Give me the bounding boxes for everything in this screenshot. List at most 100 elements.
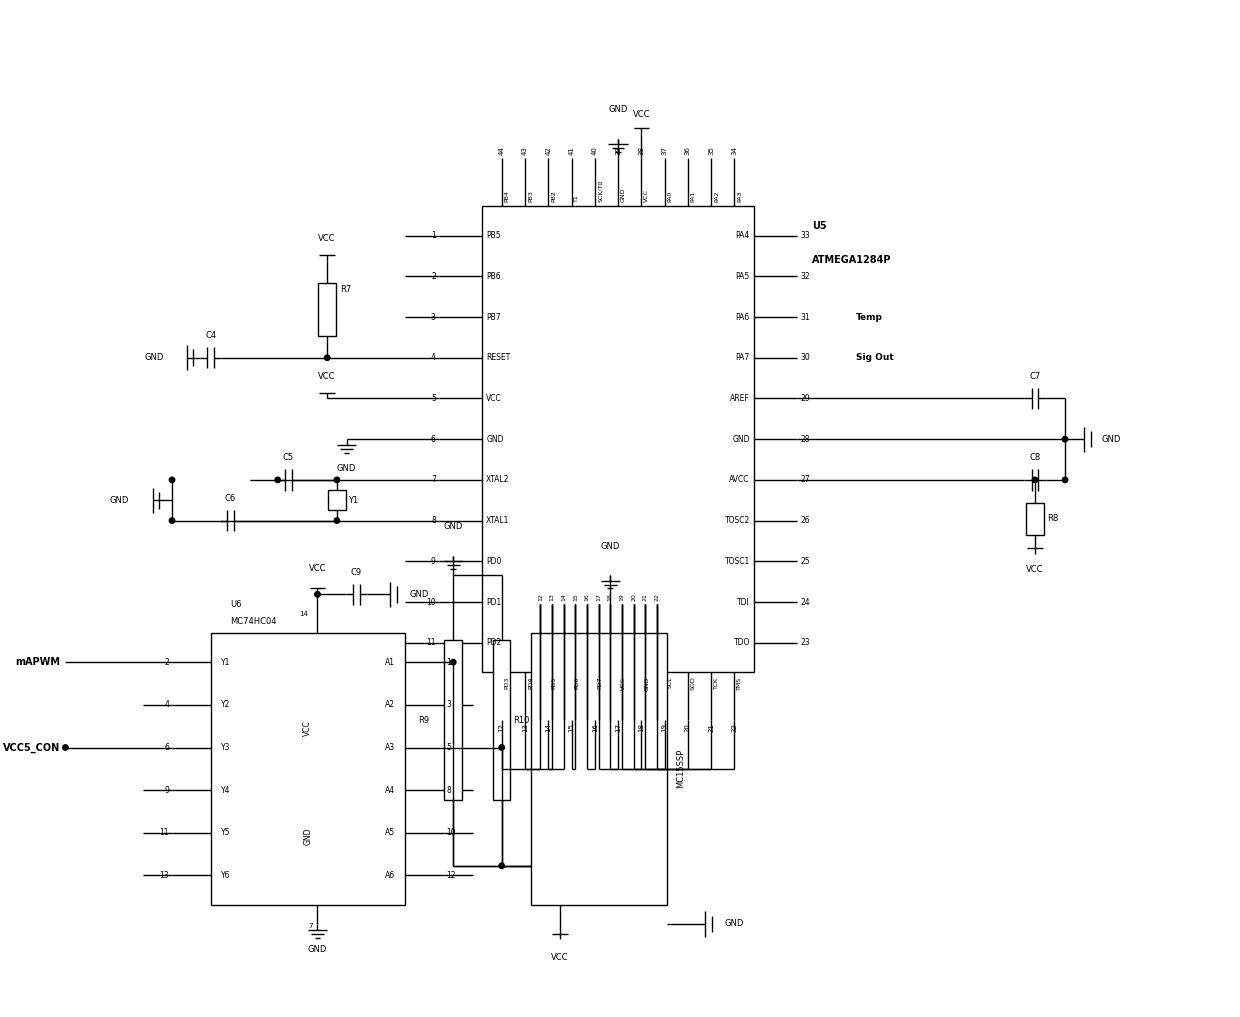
Text: 11: 11 <box>427 639 435 647</box>
Text: 13: 13 <box>160 871 169 880</box>
Text: 1: 1 <box>432 231 435 240</box>
Text: C4: C4 <box>206 332 217 341</box>
Circle shape <box>1063 436 1068 442</box>
Text: GND: GND <box>337 465 356 473</box>
Text: 15: 15 <box>573 593 578 601</box>
Text: GND: GND <box>600 542 620 550</box>
Text: 12: 12 <box>446 871 456 880</box>
Text: 10: 10 <box>427 598 435 606</box>
Text: SCK/T0: SCK/T0 <box>598 179 603 201</box>
Text: A4: A4 <box>384 786 396 794</box>
Text: VCC: VCC <box>1027 565 1044 575</box>
Text: AREF: AREF <box>730 394 750 403</box>
Text: Y1: Y1 <box>221 658 229 667</box>
Text: A2: A2 <box>386 701 396 709</box>
Text: GND: GND <box>645 676 650 692</box>
Text: TCK: TCK <box>714 676 719 689</box>
Text: MC74HC04: MC74HC04 <box>231 617 277 625</box>
Text: A3: A3 <box>384 743 396 752</box>
Text: R7: R7 <box>340 286 351 294</box>
Text: 17: 17 <box>596 593 601 601</box>
Text: GND: GND <box>724 919 744 929</box>
Text: GND: GND <box>486 434 503 443</box>
Circle shape <box>275 477 280 483</box>
Text: 41: 41 <box>568 146 574 155</box>
Circle shape <box>315 592 320 597</box>
Text: 34: 34 <box>732 146 738 155</box>
Text: PA2: PA2 <box>714 190 719 201</box>
Text: VCC: VCC <box>319 234 336 243</box>
Text: Y1: Y1 <box>348 495 358 504</box>
Text: TOSC2: TOSC2 <box>724 516 750 525</box>
Text: GND: GND <box>409 590 429 599</box>
Text: PB4: PB4 <box>505 190 510 201</box>
Bar <box>531 634 667 904</box>
Circle shape <box>170 518 175 524</box>
Text: 20: 20 <box>631 593 636 601</box>
Text: C6: C6 <box>224 494 236 503</box>
Text: 30: 30 <box>800 353 810 362</box>
Text: 5: 5 <box>430 394 435 403</box>
Text: U6: U6 <box>231 599 242 608</box>
Text: XTAL1: XTAL1 <box>486 516 510 525</box>
Text: 13: 13 <box>522 723 528 732</box>
Text: Y2: Y2 <box>221 701 229 709</box>
Text: SCL: SCL <box>667 676 672 689</box>
Text: 18: 18 <box>608 593 613 601</box>
Text: SOD: SOD <box>691 676 696 691</box>
Text: Y4: Y4 <box>221 786 229 794</box>
Text: VCC: VCC <box>319 372 336 381</box>
Text: PA0: PA0 <box>667 190 672 201</box>
Text: 37: 37 <box>662 146 667 155</box>
Text: 44: 44 <box>498 146 505 155</box>
Text: 1: 1 <box>446 658 451 667</box>
Text: 15: 15 <box>568 723 574 732</box>
Text: PB7: PB7 <box>486 312 501 321</box>
Text: PD4: PD4 <box>528 676 533 690</box>
Text: 38: 38 <box>639 146 645 155</box>
Text: GND: GND <box>308 946 327 954</box>
Text: C7: C7 <box>1029 372 1040 381</box>
Text: VCC: VCC <box>309 564 326 573</box>
Text: 25: 25 <box>800 557 810 565</box>
Text: T1: T1 <box>574 194 579 201</box>
Text: VCC: VCC <box>486 394 502 403</box>
Text: C9: C9 <box>351 567 362 577</box>
Text: AVCC: AVCC <box>729 475 750 484</box>
Text: 26: 26 <box>800 516 810 525</box>
Text: PA5: PA5 <box>735 272 750 281</box>
Circle shape <box>325 355 330 360</box>
Text: R9: R9 <box>418 716 429 725</box>
Text: 43: 43 <box>522 146 528 155</box>
Text: C5: C5 <box>283 454 294 463</box>
Text: MC15SSP: MC15SSP <box>676 750 686 788</box>
Text: PD5: PD5 <box>551 676 557 690</box>
Text: RESET: RESET <box>486 353 511 362</box>
Text: PA3: PA3 <box>738 190 743 201</box>
Text: TDO: TDO <box>734 639 750 647</box>
Text: VCC5_CON: VCC5_CON <box>4 742 61 753</box>
Text: 16: 16 <box>584 593 589 601</box>
Text: 8: 8 <box>446 786 451 794</box>
Circle shape <box>170 477 175 483</box>
Text: 18: 18 <box>639 723 645 732</box>
Text: PD3: PD3 <box>505 676 510 690</box>
Text: 39: 39 <box>615 146 621 155</box>
Text: 33: 33 <box>800 231 810 240</box>
Text: PA4: PA4 <box>735 231 750 240</box>
Text: 5: 5 <box>446 743 451 752</box>
Bar <box>444 641 463 800</box>
Text: VCC: VCC <box>304 720 312 736</box>
Text: 3: 3 <box>430 312 435 321</box>
Text: GND: GND <box>145 353 164 362</box>
Text: 42: 42 <box>546 146 552 155</box>
Text: 14: 14 <box>562 593 567 601</box>
Text: Y3: Y3 <box>221 743 229 752</box>
Text: 21: 21 <box>642 593 647 601</box>
Text: R8: R8 <box>1048 515 1059 523</box>
Text: PB5: PB5 <box>486 231 501 240</box>
Text: 2: 2 <box>165 658 169 667</box>
Bar <box>329 490 346 511</box>
Text: 16: 16 <box>591 723 598 732</box>
Text: 35: 35 <box>708 146 714 155</box>
